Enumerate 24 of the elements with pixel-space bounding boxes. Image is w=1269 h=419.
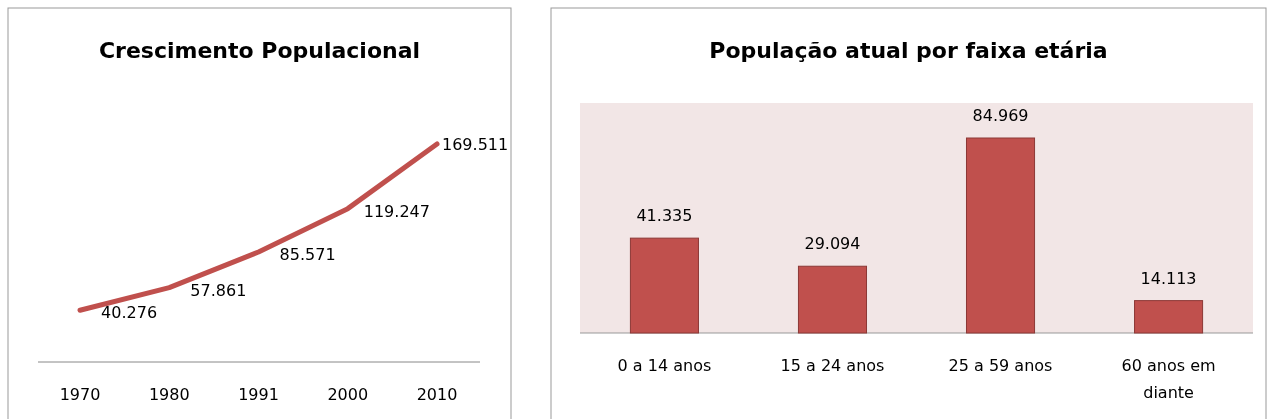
- chart-title: População atual por faixa etária: [709, 38, 1108, 63]
- x-tick-label: 1980: [148, 385, 190, 404]
- bar: [629, 237, 699, 334]
- data-label: 41.335: [636, 206, 693, 226]
- data-label: 14.113: [1140, 268, 1197, 288]
- data-label: 119.247: [363, 201, 430, 221]
- data-label: 84.969: [972, 106, 1029, 125]
- data-label: 29.094: [804, 234, 861, 254]
- x-tick-label: 0 a 14 anos: [617, 356, 712, 375]
- chart-title: Crescimento Populacional: [98, 38, 421, 63]
- data-label: 85.571: [279, 244, 336, 264]
- bar: [965, 137, 1036, 334]
- bar: [1134, 300, 1204, 334]
- data-label: 40.276: [101, 303, 158, 323]
- x-tick-label: 2010: [416, 385, 458, 404]
- data-label: 169.511: [442, 135, 509, 154]
- x-tick-label: 1991: [238, 385, 279, 404]
- x-tick-label: 60 anos em diante: [1121, 356, 1216, 402]
- x-tick-label: 2000: [327, 385, 369, 404]
- x-tick-label: 1970: [59, 385, 101, 404]
- bar: [797, 265, 868, 334]
- data-label: 57.861: [190, 280, 247, 300]
- x-tick-label: 25 a 59 anos: [948, 356, 1053, 375]
- x-tick-label: 15 a 24 anos: [780, 356, 885, 375]
